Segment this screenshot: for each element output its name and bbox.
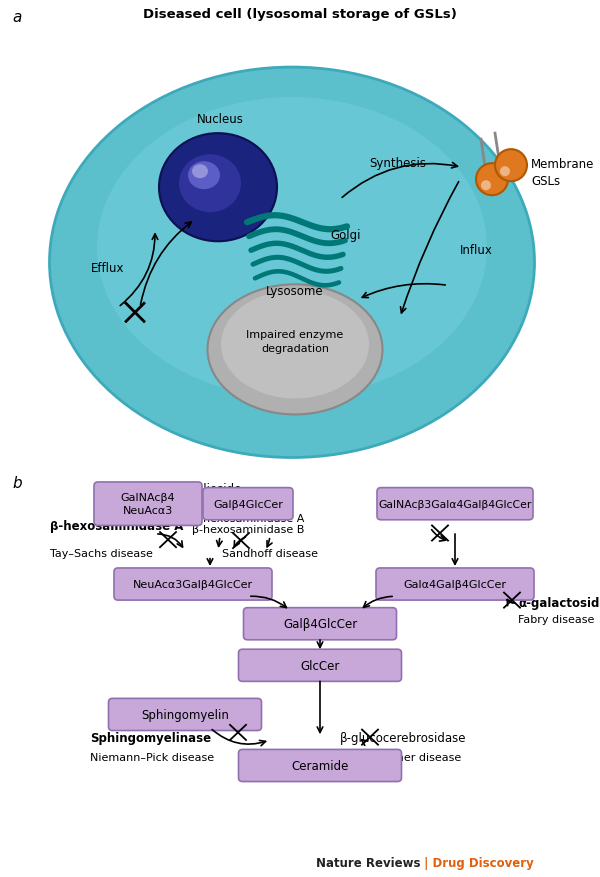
Text: Fabry disease: Fabry disease: [518, 615, 595, 624]
Text: NeuAcα3Galβ4GlcCer: NeuAcα3Galβ4GlcCer: [133, 580, 253, 589]
Circle shape: [495, 150, 527, 182]
Text: Diseased cell (lysosomal storage of GSLs): Diseased cell (lysosomal storage of GSLs…: [143, 8, 457, 21]
Text: Tay–Sachs disease: Tay–Sachs disease: [50, 548, 153, 559]
Text: Nature Reviews: Nature Reviews: [316, 857, 420, 869]
Ellipse shape: [179, 155, 241, 213]
Text: Influx: Influx: [460, 244, 493, 256]
Text: Sphingomyelinase: Sphingomyelinase: [90, 731, 211, 744]
Text: Sandhoff disease: Sandhoff disease: [222, 548, 318, 559]
FancyBboxPatch shape: [94, 482, 202, 526]
Ellipse shape: [188, 162, 220, 190]
Circle shape: [481, 181, 491, 191]
FancyBboxPatch shape: [114, 568, 272, 601]
FancyBboxPatch shape: [239, 750, 401, 781]
Text: Lysosome: Lysosome: [266, 285, 324, 298]
Ellipse shape: [221, 291, 369, 399]
FancyBboxPatch shape: [376, 568, 534, 601]
Ellipse shape: [208, 285, 383, 415]
Text: GalNAcβ4
NeuAcα3: GalNAcβ4 NeuAcα3: [121, 493, 175, 516]
Text: Ceramide: Ceramide: [292, 759, 349, 772]
Text: | Drug Discovery: | Drug Discovery: [420, 857, 534, 869]
FancyBboxPatch shape: [109, 699, 262, 731]
Text: Synthesis: Synthesis: [370, 157, 427, 170]
Text: Nucleus: Nucleus: [197, 113, 244, 126]
Text: β-hexosaminidase A
β-hexosaminidase B: β-hexosaminidase A β-hexosaminidase B: [192, 513, 304, 535]
Text: Sphingomyelin: Sphingomyelin: [141, 708, 229, 721]
Text: GM2 ganglioside: GM2 ganglioside: [143, 482, 241, 496]
Ellipse shape: [49, 68, 535, 458]
Text: b: b: [12, 476, 22, 491]
Text: Membrane
GSLs: Membrane GSLs: [531, 158, 595, 188]
Text: Galβ4GlcCer: Galβ4GlcCer: [213, 499, 283, 510]
Text: GlcCer: GlcCer: [301, 659, 340, 672]
Text: Impaired enzyme
degradation: Impaired enzyme degradation: [247, 330, 344, 354]
Text: Efflux: Efflux: [91, 261, 125, 275]
Ellipse shape: [97, 98, 487, 398]
FancyBboxPatch shape: [203, 488, 293, 520]
Text: β-hexosaminidase A: β-hexosaminidase A: [50, 519, 184, 532]
Circle shape: [476, 164, 508, 196]
Text: Galα4Galβ4GlcCer: Galα4Galβ4GlcCer: [404, 580, 506, 589]
Circle shape: [500, 167, 510, 177]
FancyBboxPatch shape: [377, 488, 533, 520]
Text: Niemann–Pick disease: Niemann–Pick disease: [90, 752, 214, 762]
Text: a: a: [12, 10, 22, 25]
Text: Galβ4GlcCer: Galβ4GlcCer: [283, 617, 357, 631]
Text: α-galactosidase: α-galactosidase: [518, 596, 600, 610]
Text: Gaucher disease: Gaucher disease: [368, 752, 461, 762]
Ellipse shape: [192, 165, 208, 179]
Ellipse shape: [159, 134, 277, 242]
FancyBboxPatch shape: [239, 650, 401, 681]
Text: β-glucocerebrosidase: β-glucocerebrosidase: [340, 731, 467, 744]
Text: Golgi: Golgi: [330, 229, 361, 241]
Text: >: >: [197, 497, 207, 510]
Text: GalNAcβ3Galα4Galβ4GlcCer: GalNAcβ3Galα4Galβ4GlcCer: [379, 499, 532, 510]
FancyBboxPatch shape: [244, 608, 397, 640]
